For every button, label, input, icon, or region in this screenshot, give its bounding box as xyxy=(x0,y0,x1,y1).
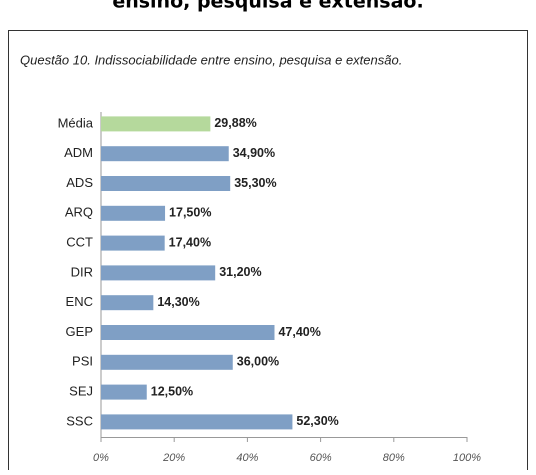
bar xyxy=(101,205,166,221)
y-tick-label: ADS xyxy=(66,175,93,190)
value-label: 29,88% xyxy=(214,116,256,130)
value-label: 52,30% xyxy=(296,414,338,428)
y-tick-label: CCT xyxy=(66,235,93,250)
value-label: 17,50% xyxy=(169,206,211,220)
x-tick-label: 40% xyxy=(236,452,258,464)
y-tick-label: GEP xyxy=(66,324,93,339)
bar xyxy=(101,384,147,400)
heading: ensino, pesquisa e extensão. xyxy=(112,0,423,13)
bar xyxy=(101,146,229,162)
x-tick-label: 80% xyxy=(383,452,405,464)
y-tick-label: SEJ xyxy=(69,384,93,399)
bar xyxy=(101,354,233,370)
bar xyxy=(101,414,293,430)
y-tick-label: DIR xyxy=(71,264,93,279)
value-label: 12,50% xyxy=(151,384,193,398)
bar xyxy=(101,235,165,251)
x-tick-label: 60% xyxy=(310,452,332,464)
bar xyxy=(101,325,275,340)
x-tick-label: 20% xyxy=(162,452,185,464)
value-label: 35,30% xyxy=(234,176,276,190)
value-label: 36,00% xyxy=(237,355,279,369)
bar xyxy=(101,265,216,281)
y-tick-label: SSC xyxy=(66,413,93,428)
bar xyxy=(101,116,211,132)
y-tick-label: PSI xyxy=(72,354,93,369)
x-tick-label: 100% xyxy=(453,452,481,464)
x-tick-label: 0% xyxy=(93,452,109,464)
value-label: 31,20% xyxy=(219,265,261,279)
value-label: 47,40% xyxy=(278,325,320,339)
bar xyxy=(101,176,231,191)
frame xyxy=(8,30,528,475)
value-label: 14,30% xyxy=(157,295,199,309)
chart-title: Questão 10. Indissociabilidade entre ens… xyxy=(20,52,402,67)
y-tick-label: Média xyxy=(58,115,94,130)
y-tick-label: ADM xyxy=(64,145,93,160)
value-label: 34,90% xyxy=(233,146,275,160)
y-tick-label: ARQ xyxy=(65,205,93,220)
y-tick-label: ENC xyxy=(66,294,93,309)
value-label: 17,40% xyxy=(169,235,211,249)
bar xyxy=(101,295,154,311)
